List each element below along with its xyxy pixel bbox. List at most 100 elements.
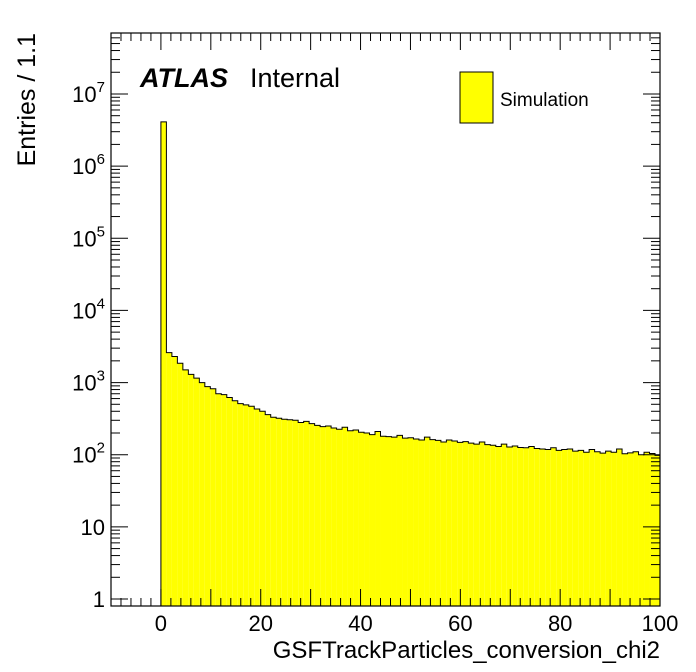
histogram-bin [528,446,535,606]
histogram-bin [166,352,172,606]
legend: Simulation [459,71,589,124]
histogram-bin [402,438,408,606]
y-tick-label: 10 [81,515,105,540]
histogram-bin [517,447,524,606]
y-axis-label: Entries / 1.1 [13,33,41,166]
histogram-bin [298,422,304,606]
histogram-bin [226,397,233,606]
histogram-bin [446,439,452,606]
histogram-bin [314,425,321,606]
histogram-bin [462,441,469,606]
histogram-bin [336,429,343,606]
y-tick-label: 103 [72,368,105,396]
histogram-bin [578,450,584,606]
histogram-bin [512,446,518,606]
histogram-bin [451,440,458,606]
histogram-bin [342,427,348,606]
histogram-bin [600,453,606,606]
histogram-bin [265,414,271,606]
histogram-bin [589,449,595,606]
histogram-bin [193,378,200,606]
histogram-bin [556,450,562,606]
histogram-bin [325,426,332,606]
histogram-bin [468,443,474,606]
histogram-bin [413,439,419,606]
histogram-bin [407,437,414,606]
histogram-bin [457,442,463,606]
internal-label: Internal [250,63,340,93]
histogram-bin [369,434,376,606]
y-tick-label: 107 [72,79,105,107]
histogram-bin [616,448,623,606]
histogram-bin [655,455,660,606]
histogram-bin [287,419,293,606]
histogram-bin [281,419,288,606]
y-tick-label: 105 [72,223,105,251]
histogram-bin [506,446,513,606]
histogram-bin [396,435,403,606]
histogram-bin [160,121,167,607]
histogram-bin [364,432,370,606]
histogram-bin [484,444,491,606]
histogram-bin [232,400,238,606]
x-axis-label: GSFTrackParticles_conversion_chi2 [273,637,660,664]
histogram-bin [221,394,227,606]
histogram-bin [375,431,381,606]
histogram-bin [490,445,496,606]
x-tick-label: 100 [642,611,679,636]
y-tick-label: 104 [72,295,105,323]
histogram-bin [353,430,359,606]
histogram-bin [358,432,365,606]
histogram-bin [292,420,299,606]
histogram-bin [561,449,568,606]
histogram-bin [259,411,266,606]
x-tick-label: 0 [155,611,167,636]
histogram-bin [182,369,189,606]
histogram-bin [188,374,194,606]
legend-label-simulation: Simulation [500,90,589,111]
histogram-bin [254,409,260,606]
histogram-bin [303,421,310,606]
histogram-bin [320,426,326,606]
histogram-bin [215,393,222,606]
histogram-bin [545,449,551,606]
histogram-bin [627,452,634,606]
histogram-bin [633,451,639,606]
histogram-bin [177,363,183,606]
histogram-bin [473,444,480,606]
y-tick-label: 102 [72,440,105,468]
histogram-bin [567,448,573,606]
histogram-bin [594,451,601,606]
histogram-bin [276,418,282,606]
atlas-label: ATLAS [139,63,228,93]
x-tick-label: 20 [248,611,272,636]
histogram-bin [270,417,277,606]
histogram-bin [347,430,354,606]
histogram-bin [572,451,579,606]
plot-frame [110,32,661,607]
histogram-bin [605,451,612,606]
histogram-bin [550,447,557,606]
x-tick-label: 80 [548,611,572,636]
x-tick-label: 60 [448,611,472,636]
histogram-bin [622,453,628,606]
legend-swatch [459,71,494,124]
histogram-outline [160,121,661,606]
histogram-bin [638,454,645,606]
histogram-bin [440,442,447,606]
y-tick-label: 1 [93,587,105,612]
histogram-bin [199,382,205,606]
histogram-bin [204,386,211,606]
histogram-bin [171,356,178,606]
axes: 0 20 40 60 80 100 1 10 102 103 104 105 106 107 [72,32,679,636]
histogram-bin [210,388,216,606]
histogram-bin [534,448,540,606]
histogram-bin [243,404,249,606]
histogram-bin [391,437,397,606]
y-tick-label: 106 [72,151,105,179]
histogram-bin [611,452,617,606]
histogram-bin [418,439,425,606]
histogram-bin [495,446,502,606]
histogram-bin [237,403,244,606]
